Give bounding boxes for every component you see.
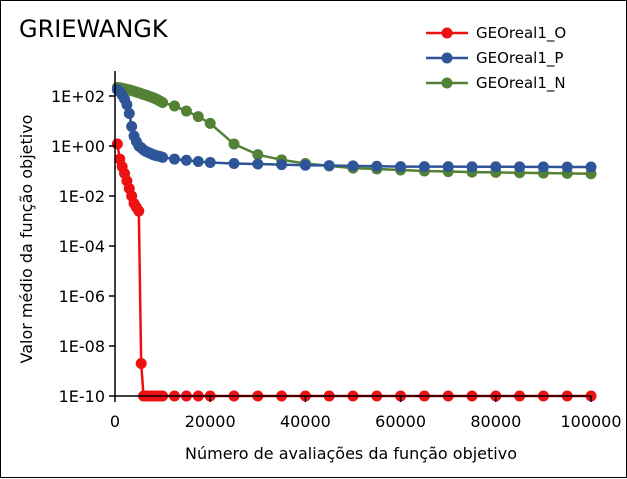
y-tick-label: 1E-08 — [59, 337, 105, 356]
x-tick-label: 20000 — [185, 412, 236, 431]
y-tick-label: 1E-06 — [59, 287, 105, 306]
series-georeal1-o — [111, 138, 597, 402]
legend-item-georeal1-n: GEOreal1_N — [426, 74, 566, 93]
y-axis-title: Valor médio da função objetivo — [17, 115, 36, 364]
legend-marker — [441, 77, 453, 89]
series-georeal1-p — [111, 84, 597, 173]
data-point — [133, 205, 145, 217]
data-point — [514, 161, 526, 173]
x-tick-label: 40000 — [280, 412, 331, 431]
y-tick-label: 1E+02 — [51, 87, 105, 106]
data-point — [204, 156, 216, 168]
data-point — [180, 154, 192, 166]
legend-item-georeal1-p: GEOreal1_P — [426, 49, 563, 68]
data-point — [585, 161, 597, 173]
data-point — [192, 155, 204, 167]
data-point — [111, 138, 123, 150]
data-point — [371, 160, 383, 172]
legend-label: GEOreal1_P — [476, 49, 563, 68]
data-point — [157, 151, 169, 163]
data-point — [135, 357, 147, 369]
data-point — [121, 99, 133, 111]
data-point — [276, 159, 288, 171]
data-point — [126, 121, 138, 133]
data-point — [490, 161, 502, 173]
legend-label: GEOreal1_O — [476, 24, 566, 43]
legend-item-georeal1-o: GEOreal1_O — [426, 24, 566, 43]
y-tick-label: 1E-10 — [59, 387, 105, 406]
data-point — [561, 161, 573, 173]
legend-marker — [441, 52, 453, 64]
data-point — [169, 100, 180, 112]
data-point — [442, 161, 454, 173]
data-point — [323, 160, 335, 172]
data-point — [299, 159, 311, 171]
y-tick-label: 1E+00 — [51, 137, 105, 156]
y-tick-label: 1E-04 — [59, 237, 105, 256]
x-tick-label: 0 — [110, 412, 120, 431]
data-point — [347, 160, 359, 172]
data-point — [395, 161, 407, 173]
x-tick-label: 80000 — [470, 412, 521, 431]
x-tick-label: 60000 — [375, 412, 426, 431]
data-point — [180, 105, 192, 117]
data-point — [123, 107, 135, 119]
x-ticks: 0 20000 40000 60000 80000 100000 — [110, 396, 622, 431]
y-tick-label: 1E-02 — [59, 187, 105, 206]
data-point — [228, 138, 240, 150]
data-point — [252, 158, 264, 170]
chart-title: GRIEWANGK — [19, 15, 169, 43]
data-point — [157, 96, 169, 108]
data-point — [192, 111, 204, 123]
legend: GEOreal1_O GEOreal1_P GEOreal1_N — [426, 24, 566, 93]
series-line — [116, 143, 591, 398]
data-point — [418, 161, 430, 173]
data-point — [466, 161, 478, 173]
legend-marker — [441, 27, 453, 39]
data-point — [169, 153, 180, 165]
plot-area — [111, 81, 597, 402]
data-point — [252, 149, 264, 161]
legend-label: GEOreal1_N — [476, 74, 566, 93]
data-point — [204, 117, 216, 129]
y-ticks: 1E-10 1E-08 1E-06 1E-04 1E-02 1E+00 1E+02 — [51, 87, 115, 406]
data-point — [537, 161, 549, 173]
data-point — [228, 157, 240, 169]
axes — [114, 71, 591, 397]
x-axis-title: Número de avaliações da função objetivo — [185, 444, 517, 463]
x-tick-label: 100000 — [560, 412, 621, 431]
